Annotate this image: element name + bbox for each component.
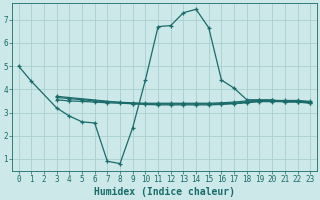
X-axis label: Humidex (Indice chaleur): Humidex (Indice chaleur)	[94, 186, 235, 197]
